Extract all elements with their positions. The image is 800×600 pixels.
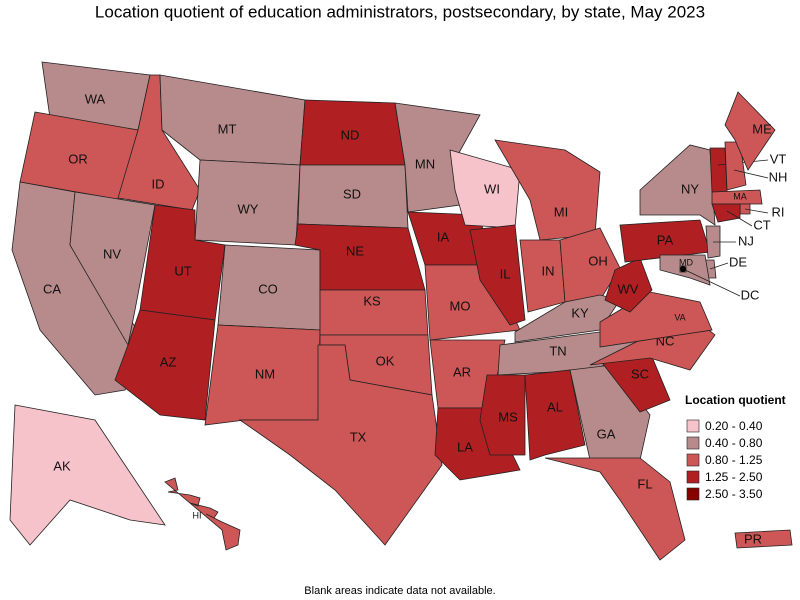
legend-label: 0.40 - 0.80 [705,436,763,450]
state-shape [449,149,521,229]
state-label: OR [68,151,88,166]
state-shape [238,344,443,546]
legend-label: 2.50 - 3.50 [705,487,763,501]
leader-line [682,268,741,297]
legend-swatch [686,487,700,501]
leader-line [709,262,729,270]
state-label: KS [363,293,381,308]
state-label: HI [193,510,202,520]
state-label: CA [43,281,61,296]
state-shape [469,224,526,326]
state-label: TN [549,343,566,358]
state-label: MO [450,298,471,313]
state-label: ID [152,176,165,191]
state-shape [544,457,686,561]
leader-line [726,210,753,227]
state-label: UT [174,263,191,278]
state-label: CT [753,217,770,232]
leader-line [744,208,769,214]
title: Location quotient of education administr… [95,2,705,21]
state-label: MD [679,257,693,267]
state-label: NV [103,246,121,261]
state-label: WV [618,281,639,296]
state-shape [434,407,521,481]
state-shape [709,147,728,193]
state-label: MT [218,121,237,136]
legend-swatch [686,453,700,467]
state-shape [9,404,166,546]
state-label: MI [554,204,568,219]
state-shape [711,203,741,223]
state-label: CO [258,281,278,296]
state-label: SC [631,366,649,381]
state-label: NJ [738,233,754,248]
note: Blank areas indicate data not available. [304,585,495,597]
state-label: WA [85,91,106,106]
state-label: MA [733,191,747,201]
state-label: LA [457,439,473,454]
dc-dot [680,266,686,272]
state-label: NM [255,366,275,381]
state-label: DE [729,254,747,269]
state-label: IN [542,263,555,278]
state-shape [734,529,793,549]
state-shape [114,309,216,421]
state-label: VA [674,312,685,322]
state-label: NH [769,169,788,184]
state-label: OK [376,353,395,368]
state-label: OH [588,253,608,268]
state-label: DC [741,287,760,302]
legend-swatch [686,470,700,484]
state-shape [479,374,526,456]
state-label: MS [498,409,518,424]
state-label: RI [772,204,785,219]
state-label: GA [597,426,616,441]
state-label: PA [657,232,674,247]
legend-swatch [686,419,700,433]
state-shape [711,189,763,205]
state-label: AL [547,399,563,414]
state-shape [724,91,776,171]
legend-label: 0.20 - 0.40 [705,419,763,433]
state-label: MN [415,156,435,171]
state-label: IA [437,229,450,244]
state-shape [164,477,241,551]
legend-label: 0.80 - 1.25 [705,453,763,467]
state-label: ND [341,127,360,142]
state-label: NE [346,243,364,258]
legend-label: 1.25 - 2.50 [705,470,763,484]
state-label: KY [571,305,589,320]
state-label: TX [350,429,367,444]
state-label: NY [681,181,699,196]
legend-title: Location quotient [685,393,786,407]
state-label: ME [752,121,772,136]
state-shape [639,144,716,226]
state-label: AK [53,458,71,473]
state-label: AR [453,364,471,379]
state-label: WY [238,201,259,216]
state-label: IL [500,266,511,281]
leader-line [733,169,769,179]
state-label: AZ [160,354,177,369]
state-label: PR [744,531,762,546]
state-shape [69,191,156,347]
legend-swatch [686,436,700,450]
state-label: VT [770,151,787,166]
state-shape [159,74,306,166]
state-shape [524,369,586,461]
state-label: SD [343,186,361,201]
state-label: WI [484,181,500,196]
state-label: FL [637,476,652,491]
